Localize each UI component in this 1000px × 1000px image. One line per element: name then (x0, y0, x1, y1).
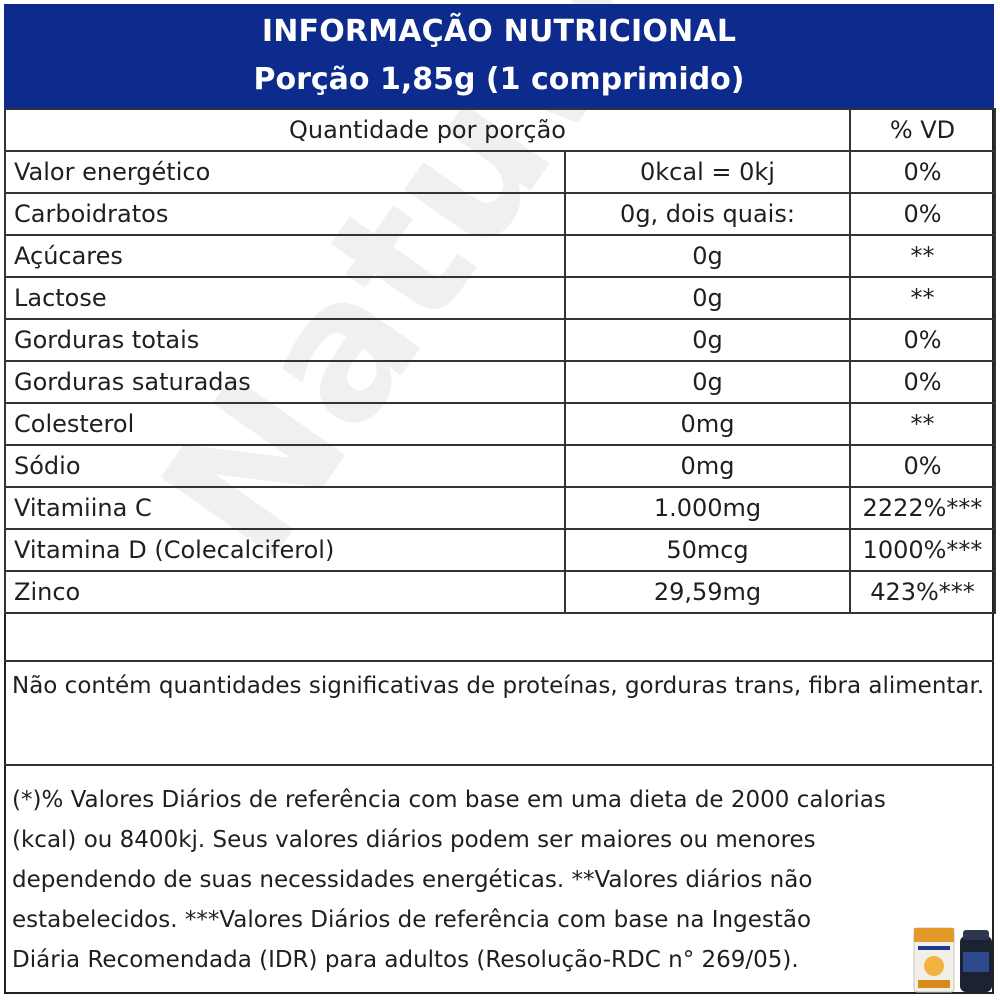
nutrient-name: Vitamina D (Colecalciferol) (4, 528, 566, 572)
nutrient-vd: 0% (849, 192, 996, 236)
note-line: estabelecidos. ***Valores Diários de ref… (12, 907, 812, 933)
table-row: Gorduras totais 0g 0% (4, 318, 996, 362)
nutrient-amount: 29,59mg (564, 570, 851, 614)
nutrient-name: Zinco (4, 570, 566, 614)
nutrient-amount: 0g, dois quais: (564, 192, 851, 236)
nutrient-name: Carboidratos (4, 192, 566, 236)
nutrient-name: Vitamiina C (4, 486, 566, 530)
nutrient-vd: 0% (849, 150, 996, 194)
nutrient-amount: 0g (564, 234, 851, 278)
label-title: INFORMAÇÃO NUTRICIONAL (261, 14, 737, 49)
note-daily-values: (*)% Valores Diários de referência com b… (4, 764, 994, 994)
table-row: Vitamina D (Colecalciferol) 50mcg 1000%*… (4, 528, 996, 572)
quantity-header: Quantidade por porção (4, 108, 851, 152)
table-row: Zinco 29,59mg 423%*** (4, 570, 996, 614)
nutrient-name: Colesterol (4, 402, 566, 446)
table-header-row: Quantidade por porção % VD (4, 108, 996, 152)
nutrient-name: Valor energético (4, 150, 566, 194)
nutrient-amount: 0g (564, 276, 851, 320)
table-row: Lactose 0g ** (4, 276, 996, 320)
nutrient-vd: ** (849, 276, 996, 320)
nutrient-vd: 1000%*** (849, 528, 996, 572)
nutrient-name: Açúcares (4, 234, 566, 278)
nutrient-name: Gorduras totais (4, 318, 566, 362)
note-not-significant: Não contém quantidades significativas de… (4, 660, 994, 764)
nutrient-name: Gorduras saturadas (4, 360, 566, 404)
note-line: (*)% Valores Diários de referência com b… (12, 787, 886, 813)
nutrient-amount: 0mg (564, 444, 851, 488)
nutrient-vd: 2222%*** (849, 486, 996, 530)
vd-header: % VD (849, 108, 996, 152)
note-line: Diária Recomendada (IDR) para adultos (R… (12, 947, 799, 973)
nutrient-amount: 1.000mg (564, 486, 851, 530)
table-row: Vitamiina C 1.000mg 2222%*** (4, 486, 996, 530)
note-line: (kcal) ou 8400kj. Seus valores diários p… (12, 827, 816, 853)
serving-size: Porção 1,85g (1 comprimido) (253, 62, 745, 97)
table-row: Gorduras saturadas 0g 0% (4, 360, 996, 404)
nutrient-vd: 0% (849, 318, 996, 362)
nutrient-amount: 0g (564, 318, 851, 362)
product-thumbnail-icon (913, 927, 992, 993)
table-row: Açúcares 0g ** (4, 234, 996, 278)
label-header: INFORMAÇÃO NUTRICIONAL Porção 1,85g (1 c… (4, 4, 994, 108)
nutrient-vd: 0% (849, 444, 996, 488)
table-row: Colesterol 0mg ** (4, 402, 996, 446)
nutrient-amount: 0mg (564, 402, 851, 446)
nutrient-amount: 0kcal = 0kj (564, 150, 851, 194)
nutrient-name: Sódio (4, 444, 566, 488)
nutrient-vd: 423%*** (849, 570, 996, 614)
note-line: dependendo de suas necessidades energéti… (12, 867, 813, 893)
nutrient-vd: ** (849, 234, 996, 278)
nutrient-amount: 50mcg (564, 528, 851, 572)
nutrient-vd: 0% (849, 360, 996, 404)
nutrition-table: Quantidade por porção % VD Valor energét… (4, 108, 996, 614)
table-row: Sódio 0mg 0% (4, 444, 996, 488)
table-row: Carboidratos 0g, dois quais: 0% (4, 192, 996, 236)
nutrient-amount: 0g (564, 360, 851, 404)
nutrient-name: Lactose (4, 276, 566, 320)
nutrient-vd: ** (849, 402, 996, 446)
table-row: Valor energético 0kcal = 0kj 0% (4, 150, 996, 194)
